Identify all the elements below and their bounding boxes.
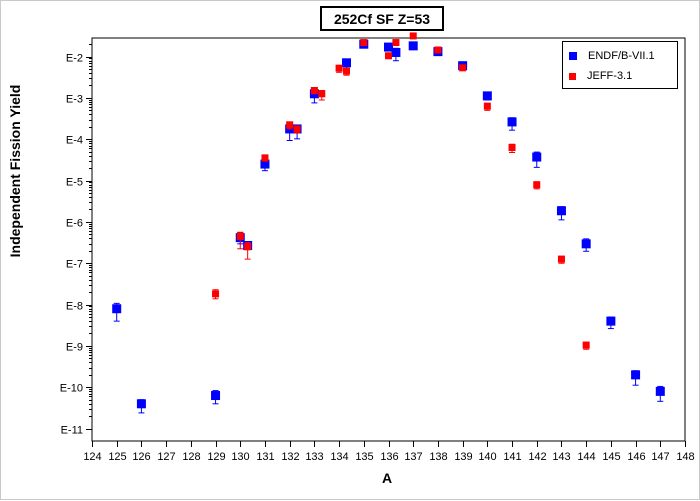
y-tick-label: E-5 <box>66 177 83 189</box>
data-point-endf <box>482 91 492 101</box>
x-tick-label: 131 <box>256 451 274 463</box>
data-point-endf <box>532 152 542 162</box>
x-tick-label: 136 <box>380 451 398 463</box>
data-point-endf <box>606 316 616 326</box>
data-point-jeff <box>392 39 400 47</box>
y-tick-label: E-9 <box>66 342 83 354</box>
x-tick-label: 147 <box>651 451 669 463</box>
x-axis-label: A <box>382 470 392 486</box>
x-tick-label: 132 <box>281 451 299 463</box>
y-axis: E-2 E-3 E-4 E-5 E-6 E-7 E-8 E-9 E-10 E-11 <box>60 44 92 437</box>
x-tick-label: 135 <box>355 451 373 463</box>
data-point-jeff <box>236 232 244 240</box>
data-point-endf <box>136 399 146 409</box>
x-tick-label: 129 <box>207 451 225 463</box>
x-tick-label: 137 <box>404 451 422 463</box>
x-tick-label: 130 <box>231 451 249 463</box>
legend-item-endf: ENDF/B-VII.1 <box>569 50 655 62</box>
x-tick-label: 142 <box>528 451 546 463</box>
chart-title: 252Cf SF Z=53 <box>320 6 444 31</box>
legend-label-jeff: JEFF-3.1 <box>587 70 633 82</box>
data-point-jeff <box>244 243 252 251</box>
data-point-jeff <box>212 290 220 298</box>
data-point-endf <box>260 159 270 169</box>
x-tick-label: 143 <box>552 451 570 463</box>
data-point-jeff <box>459 64 467 72</box>
x-tick-label: 144 <box>577 451 595 463</box>
x-tick-label: 125 <box>108 451 126 463</box>
data-point-endf <box>507 117 517 127</box>
legend-swatch-jeff <box>569 72 576 80</box>
x-tick-label: 146 <box>627 451 645 463</box>
data-point-endf <box>556 206 566 216</box>
y-tick-label: E-8 <box>66 301 83 313</box>
data-point-jeff <box>409 32 417 40</box>
x-tick-label: 139 <box>454 451 472 463</box>
data-point-jeff <box>318 90 326 98</box>
data-point-jeff <box>335 64 343 72</box>
data-point-jeff <box>261 154 269 162</box>
data-point-jeff <box>582 341 590 349</box>
data-point-jeff <box>293 125 301 133</box>
x-tick-label: 126 <box>132 451 150 463</box>
y-axis-label: Independent Fission Yield <box>7 84 23 258</box>
y-tick-label: E-6 <box>66 218 83 230</box>
data-point-jeff <box>310 86 318 94</box>
data-point-jeff <box>286 121 294 129</box>
x-axis: 124 125 126 127 128 129 130 131 132 133 134 135 136 1… <box>83 441 695 463</box>
x-tick-label: 127 <box>157 451 175 463</box>
data-point-endf <box>408 41 418 51</box>
x-tick-label: 134 <box>330 451 348 463</box>
x-tick-label: 141 <box>503 451 521 463</box>
data-point-endf <box>631 370 641 380</box>
data-point-jeff <box>342 67 350 75</box>
y-tick-label: E-2 <box>66 53 83 65</box>
data-point-jeff <box>508 144 516 152</box>
data-point-jeff <box>360 39 368 47</box>
legend: ENDF/B-VII.1 JEFF-3.1 <box>562 41 678 89</box>
data-point-endf <box>341 58 351 68</box>
data-point-jeff <box>483 102 491 110</box>
legend-label-endf: ENDF/B-VII.1 <box>588 50 655 62</box>
x-tick-label: 124 <box>83 451 101 463</box>
y-tick-label: E-4 <box>66 135 83 147</box>
y-tick-label: E-10 <box>60 383 83 395</box>
data-point-endf <box>112 304 122 314</box>
plot-area <box>91 37 686 442</box>
data-point-jeff <box>434 46 442 54</box>
data-point-jeff <box>533 181 541 189</box>
y-tick-label: E-7 <box>66 259 83 271</box>
data-point-jeff <box>557 255 565 263</box>
data-point-endf <box>655 386 665 396</box>
data-point-endf <box>211 391 221 401</box>
x-tick-label: 148 <box>676 451 694 463</box>
x-tick-label: 133 <box>305 451 323 463</box>
legend-item-jeff: JEFF-3.1 <box>569 70 632 82</box>
legend-swatch-endf <box>569 52 577 60</box>
data-point-endf <box>391 47 401 57</box>
x-tick-label: 128 <box>182 451 200 463</box>
data-point-jeff <box>385 52 392 60</box>
data-marks <box>112 32 665 414</box>
data-point-endf <box>581 239 591 249</box>
x-tick-label: 138 <box>429 451 447 463</box>
x-tick-label: 145 <box>602 451 620 463</box>
y-tick-label: E-3 <box>66 94 83 106</box>
x-tick-label: 140 <box>478 451 496 463</box>
data-point-endf <box>384 42 393 52</box>
y-tick-label: E-11 <box>61 425 83 437</box>
